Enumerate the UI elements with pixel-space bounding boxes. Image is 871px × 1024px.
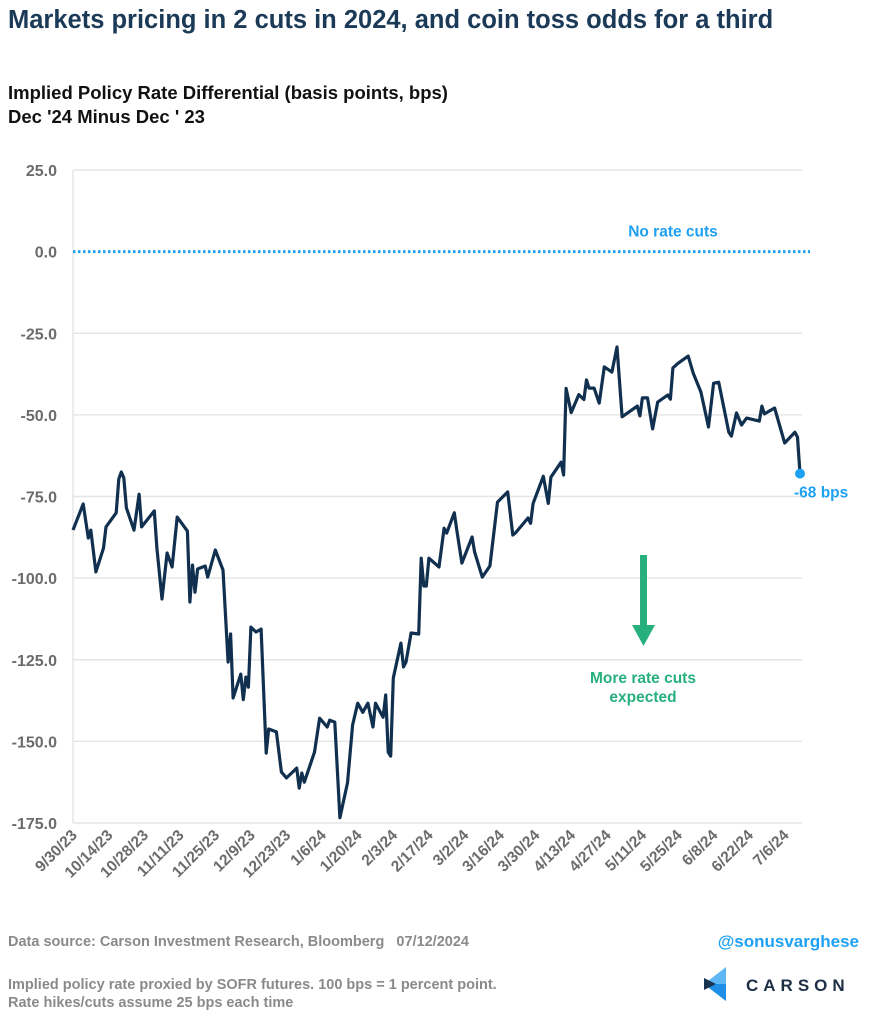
x-axis-ticks: 9/30/2310/14/2310/28/2311/11/2311/25/231… (32, 827, 793, 882)
author-handle[interactable]: @sonusvarghese (717, 932, 859, 951)
last-point-label: -68 bps (794, 485, 848, 502)
no-rate-cuts-label: No rate cuts (628, 224, 718, 241)
carson-logo-icon: CARSON (704, 967, 850, 1001)
y-tick-label: -50.0 (21, 408, 58, 425)
last-point-marker (795, 468, 805, 479)
footnote-2: Rate hikes/cuts assume 25 bps each time (8, 995, 294, 1011)
line-chart: 25.0 0.0 -25.0 -50.0 -75.0 -100.0 -125.0 -150.0… (12, 163, 849, 882)
chart-title: Markets pricing in 2 cuts in 2024, and c… (8, 6, 774, 34)
data-source: Data source: Carson Investment Research,… (8, 934, 469, 950)
y-tick-label: 0.0 (35, 245, 57, 262)
down-arrow-icon (632, 555, 655, 646)
y-tick-label: 25.0 (26, 163, 57, 180)
more-cuts-label: More rate cuts (590, 670, 696, 687)
svg-text:CARSON: CARSON (746, 976, 850, 995)
y-tick-label: -150.0 (12, 734, 57, 751)
series-line (71, 345, 802, 820)
y-tick-label: -25.0 (21, 326, 58, 343)
x-tick-label: 7/6/24 (750, 827, 793, 870)
y-tick-label: -125.0 (12, 653, 57, 670)
carson-logo: CARSON (704, 964, 864, 1013)
chart-subtitle: Implied Policy Rate Differential (basis … (8, 82, 448, 103)
gridlines (72, 169, 802, 824)
y-axis-ticks: 25.0 0.0 -25.0 -50.0 -75.0 -100.0 -125.0 -150.0… (12, 163, 57, 833)
y-tick-label: -100.0 (12, 571, 57, 588)
more-cuts-label-2: expected (609, 689, 676, 706)
y-tick-label: -175.0 (12, 816, 57, 833)
chart-subtitle-period: Dec '24 Minus Dec ' 23 (8, 106, 205, 127)
y-tick-label: -75.0 (21, 490, 58, 507)
footnote-1: Implied policy rate proxied by SOFR futu… (8, 977, 497, 993)
